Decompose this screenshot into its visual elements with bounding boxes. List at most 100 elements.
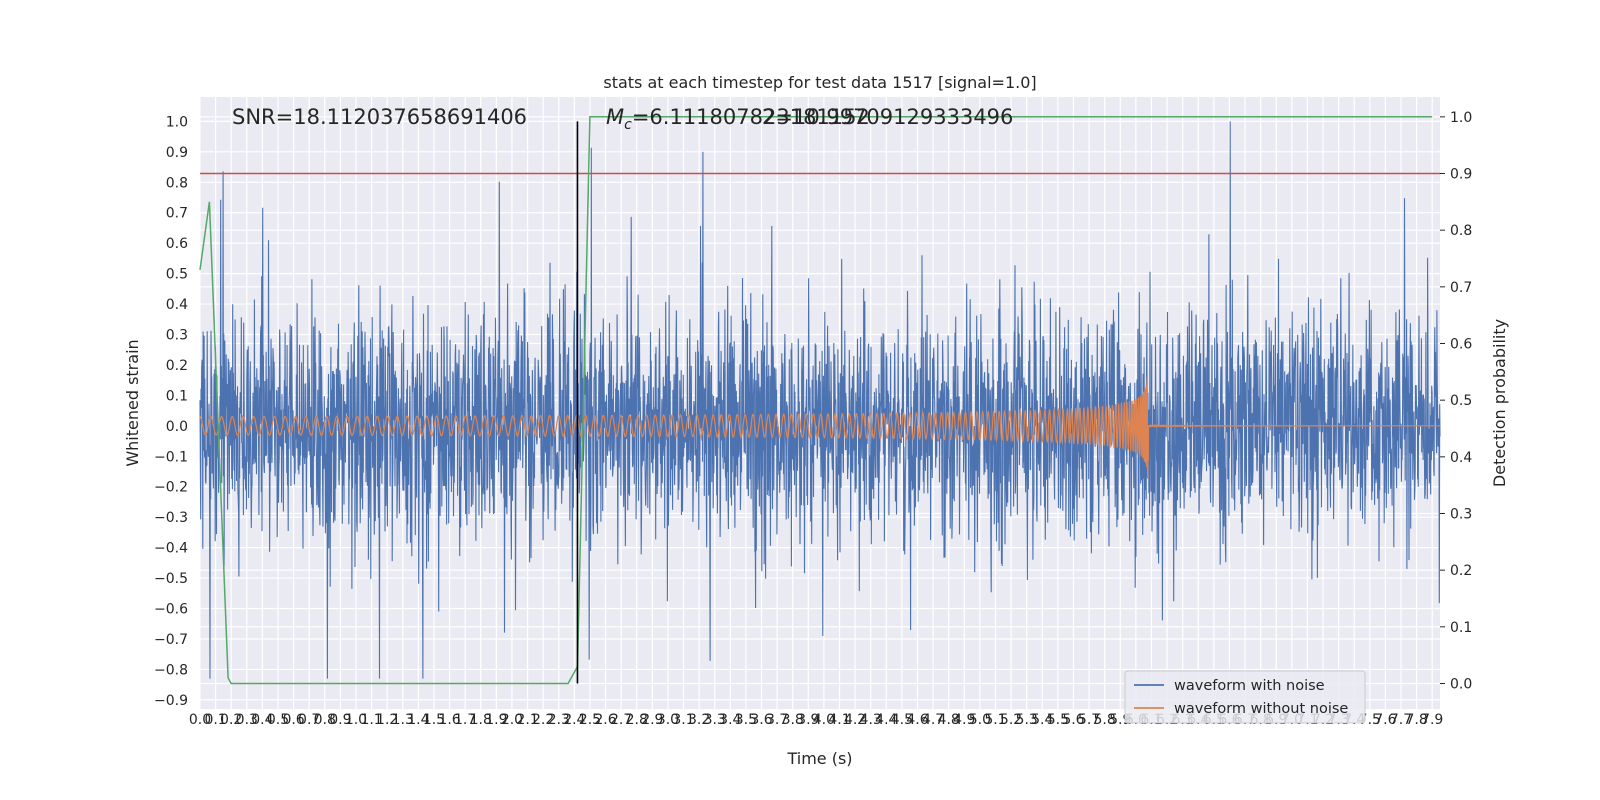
x-tick-label: 3.3 <box>704 712 726 728</box>
x-tick-label: 0.7 <box>298 712 320 728</box>
x-tick-label: 5.3 <box>1016 712 1038 728</box>
x-tick-label: 2.4 <box>563 712 585 728</box>
x-tick-label: 2.8 <box>626 712 648 728</box>
x-tick-label: 5.5 <box>1047 712 1069 728</box>
series-line-waveform-without-noise <box>199 377 1440 479</box>
y-left-tick-label: 0.9 <box>166 145 188 161</box>
x-tick-label: 3.0 <box>657 712 679 728</box>
x-tick-label: 4.4 <box>875 712 897 728</box>
x-tick-label: 0.6 <box>282 712 304 728</box>
x-tick-label: 4.6 <box>906 712 928 728</box>
y-left-tick-label: 0.7 <box>166 206 188 222</box>
y-left-tick-label: 0.8 <box>166 175 188 191</box>
y-right-tick-label: 0.7 <box>1450 280 1472 296</box>
legend-box <box>1124 670 1366 724</box>
y-axis-label-left: Whitened strain <box>123 339 142 466</box>
x-tick-label: 3.4 <box>719 712 741 728</box>
y-right-tick-label: 1.0 <box>1450 110 1472 126</box>
x-tick-label: 2.0 <box>501 712 523 728</box>
x-tick-label: 2.9 <box>641 712 663 728</box>
y-axis-label-right: Detection probability <box>1490 319 1509 487</box>
x-tick-label: 0.2 <box>220 712 242 728</box>
x-tick-label: 5.0 <box>969 712 991 728</box>
x-tick-label: 2.5 <box>579 712 601 728</box>
y-left-tick-label: −0.4 <box>154 541 188 557</box>
x-tick-label: 5.7 <box>1078 712 1100 728</box>
y-right-tick-label: 0.3 <box>1450 507 1472 523</box>
x-tick-label: 4.8 <box>938 712 960 728</box>
x-tick-label: 3.5 <box>735 712 757 728</box>
y-left-tick-label: 1.0 <box>166 114 188 130</box>
legend-label-waveform-without-noise: waveform without noise <box>1174 701 1348 717</box>
x-tick-label: 1.7 <box>454 712 476 728</box>
x-tick-label: 4.9 <box>953 712 975 728</box>
x-tick-label: 2.6 <box>594 712 616 728</box>
y-left-tick-label: 0.4 <box>166 297 188 313</box>
x-tick-label: 3.9 <box>797 712 819 728</box>
x-tick-label: 4.3 <box>860 712 882 728</box>
mc-annotation: Mc=6.111807823181152 <box>606 105 870 133</box>
snr-annotation: SNR=18.112037658691406 <box>232 105 527 129</box>
y-right-tick-label: 0.0 <box>1450 677 1472 693</box>
x-tick-label: 7.7 <box>1390 712 1412 728</box>
legend-label-waveform-with-noise: waveform with noise <box>1174 678 1325 694</box>
y-left-tick-label: 0.0 <box>166 419 188 435</box>
y-right-tick-label: 0.9 <box>1450 167 1472 183</box>
x-tick-label: 1.2 <box>376 712 398 728</box>
x-tick-label: 1.0 <box>345 712 367 728</box>
y-left-tick-label: 0.5 <box>166 267 188 283</box>
y-left-tick-label: −0.5 <box>154 571 188 587</box>
y-right-tick-label: 0.5 <box>1450 393 1472 409</box>
y-left-tick-label: 0.6 <box>166 236 188 252</box>
x-tick-label: 5.1 <box>984 712 1006 728</box>
chart-title: stats at each timestep for test data 151… <box>603 73 1036 92</box>
y-left-tick-label: −0.6 <box>154 602 188 618</box>
x-tick-label: 0.1 <box>204 712 226 728</box>
x-tick-label: 5.6 <box>1062 712 1084 728</box>
y-left-tick-label: −0.7 <box>154 632 188 648</box>
x-tick-label: 2.3 <box>548 712 570 728</box>
y-right-tick-label: 0.8 <box>1450 223 1472 239</box>
y-left-tick-label: −0.2 <box>154 480 188 496</box>
y-right-tick-label: 0.2 <box>1450 563 1472 579</box>
series-line-waveform-with-noise <box>199 121 1441 679</box>
x-tick-label: 1.5 <box>423 712 445 728</box>
x-tick-label: 1.8 <box>470 712 492 728</box>
x-tick-label: 5.2 <box>1000 712 1022 728</box>
y-left-tick-label: −0.9 <box>154 693 188 709</box>
x-tick-label: 3.8 <box>782 712 804 728</box>
x-tick-label: 0.3 <box>236 712 258 728</box>
x-tick-label: 0.0 <box>189 712 211 728</box>
x-tick-label: 2.1 <box>516 712 538 728</box>
y-right-tick-label: 0.1 <box>1450 620 1472 636</box>
x-tick-label: 4.1 <box>828 712 850 728</box>
x-tick-label: 1.3 <box>392 712 414 728</box>
y-right-tick-label: 0.6 <box>1450 337 1472 353</box>
x-axis-label: Time (s) <box>786 749 852 768</box>
y-left-tick-labels: −0.9 −0.8 −0.7 −0.6 −0.5 −0.4 −0.3 −0.2 −0.1 0.0 0… <box>154 114 188 709</box>
x-tick-label: 7.6 <box>1374 712 1396 728</box>
x-tick-label: 1.6 <box>438 712 460 728</box>
x-tick-label: 3.1 <box>672 712 694 728</box>
x-tick-label: 7.8 <box>1405 712 1427 728</box>
x-tick-label: 1.1 <box>360 712 382 728</box>
x-tick-label: 0.9 <box>329 712 351 728</box>
x-tick-label: 4.0 <box>813 712 835 728</box>
y-right-tick-label: 0.4 <box>1450 450 1472 466</box>
x-tick-label: 5.4 <box>1031 712 1053 728</box>
x-tick-label: 4.5 <box>891 712 913 728</box>
x-tick-label: 2.7 <box>610 712 632 728</box>
x-tick-label: 4.2 <box>844 712 866 728</box>
plot-content <box>199 116 1441 685</box>
x-tick-label: 0.5 <box>267 712 289 728</box>
x-tick-label: 2.2 <box>532 712 554 728</box>
y-left-tick-label: 0.3 <box>166 327 188 343</box>
x-tick-label: 0.8 <box>314 712 336 728</box>
x-tick-label: 1.9 <box>485 712 507 728</box>
mc-overlap-annotation: 2=10.99709129333496 <box>762 105 1013 129</box>
x-tick-label: 3.7 <box>766 712 788 728</box>
mc-annotation-value: =6.111807823181152 <box>632 105 870 129</box>
x-tick-label: 5.8 <box>1094 712 1116 728</box>
x-tick-label: 3.2 <box>688 712 710 728</box>
